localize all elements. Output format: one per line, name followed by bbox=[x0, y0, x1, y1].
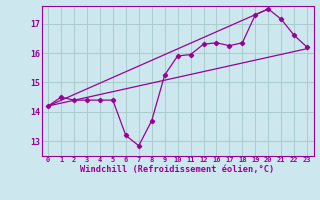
X-axis label: Windchill (Refroidissement éolien,°C): Windchill (Refroidissement éolien,°C) bbox=[80, 165, 275, 174]
